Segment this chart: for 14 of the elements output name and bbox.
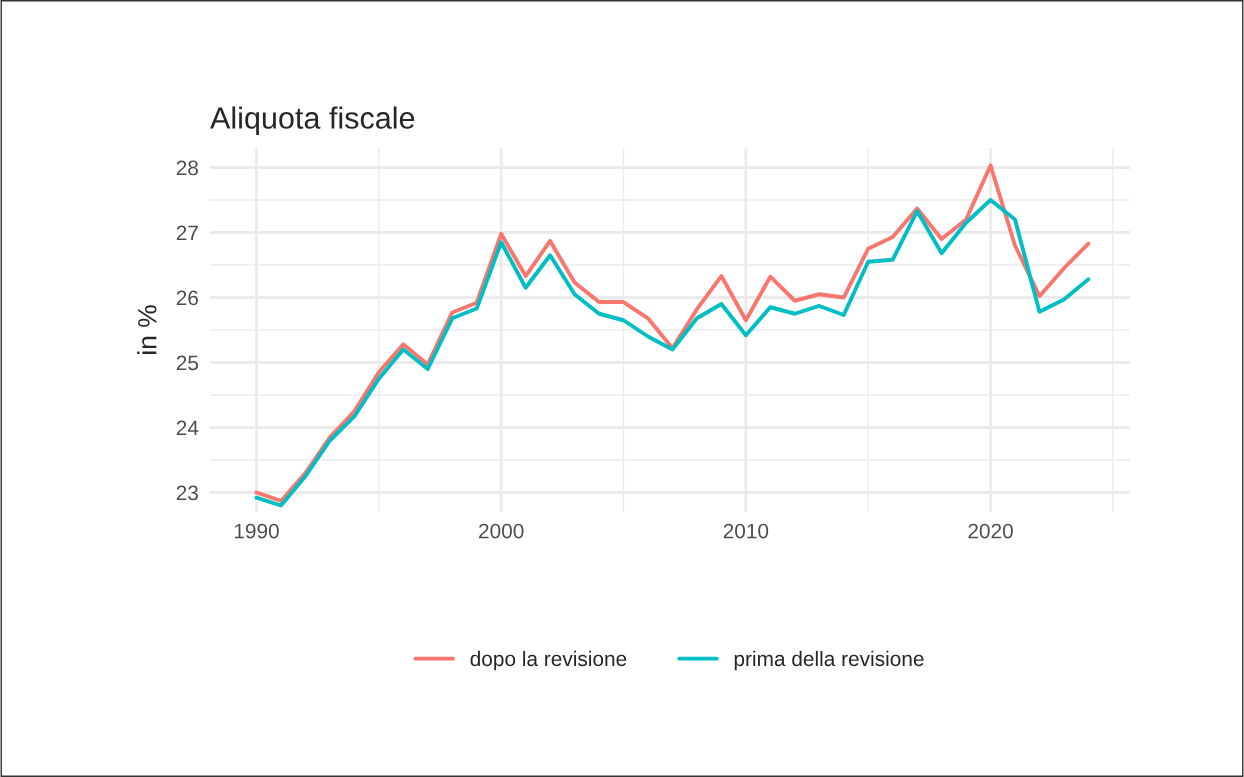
chart-title: Aliquota fiscale xyxy=(210,106,415,135)
x-tick-label: 2010 xyxy=(723,523,769,539)
x-tick-label: 2000 xyxy=(479,523,524,539)
y-tick-label: 28 xyxy=(176,160,198,176)
x-tick-label: 1990 xyxy=(234,523,279,539)
x-tick-label: 2020 xyxy=(968,523,1013,539)
legend-label: prima della revisione xyxy=(734,650,924,671)
y-tick-label: 24 xyxy=(176,420,199,436)
y-tick-label: 27 xyxy=(176,225,198,241)
y-tick-label: 25 xyxy=(176,355,199,371)
y-axis-title: in % xyxy=(137,305,157,354)
y-tick-label: 23 xyxy=(176,485,198,501)
legend-label: dopo la revisione xyxy=(470,650,627,671)
y-tick-label: 26 xyxy=(176,290,198,306)
